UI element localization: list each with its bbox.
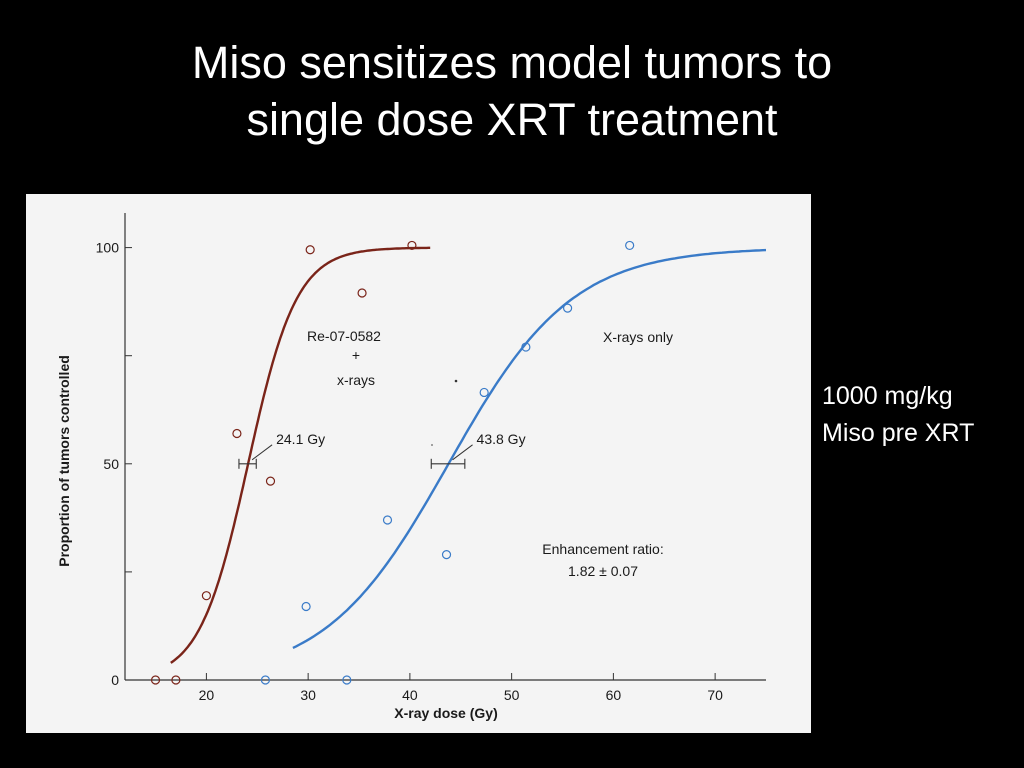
data-point-xray bbox=[301, 601, 311, 612]
x-tick-label: 70 bbox=[707, 687, 723, 703]
data-point-miso bbox=[265, 476, 276, 486]
td50-label: 24.1 Gy bbox=[276, 431, 325, 447]
dose-response-chart: 20 30 40 50 60 70 0 50 100 24.1 Gy 43.8 Gy Re-07-… bbox=[56, 213, 767, 721]
title-line-2: single dose XRT treatment bbox=[246, 94, 778, 145]
series-label-xray: X-rays only bbox=[603, 329, 673, 345]
y-tick-label: 50 bbox=[103, 456, 119, 472]
td50-label: 43.8 Gy bbox=[477, 431, 526, 447]
x-tick-label: 60 bbox=[606, 687, 622, 703]
data-point-xray bbox=[382, 515, 393, 525]
stray-dot bbox=[454, 379, 458, 383]
data-point-xray bbox=[342, 675, 352, 685]
y-tick-label: 0 bbox=[111, 672, 119, 688]
data-point-xray bbox=[260, 675, 271, 685]
axes: 20 30 40 50 60 70 0 50 100 bbox=[96, 213, 766, 703]
data-point-xray bbox=[441, 550, 452, 560]
data-point-miso bbox=[357, 288, 367, 298]
x-tick-label: 40 bbox=[402, 687, 418, 703]
timing-note: Miso pre XRT bbox=[822, 419, 975, 447]
x-tick-label: 20 bbox=[199, 687, 215, 703]
td50-markers: 24.1 Gy 43.8 Gy bbox=[238, 431, 526, 469]
data-point-miso bbox=[171, 675, 181, 685]
side-note: 1000 mg/kg Miso pre XRT bbox=[822, 378, 974, 452]
data-point-miso bbox=[407, 240, 417, 251]
series-label-miso-2: + bbox=[352, 347, 360, 363]
td50-leader-line bbox=[452, 444, 473, 461]
data-point-xray bbox=[625, 240, 635, 251]
title-line-1: Miso sensitizes model tumors to bbox=[191, 37, 833, 88]
data-point-xray bbox=[479, 387, 489, 398]
x-tick-label: 50 bbox=[504, 687, 520, 703]
x-tick-label: 30 bbox=[300, 687, 316, 703]
data-points bbox=[150, 240, 635, 685]
slide-title: Miso sensitizes model tumors to single d… bbox=[0, 34, 1024, 148]
fit-curve-xray bbox=[292, 248, 767, 649]
data-point-xray bbox=[562, 303, 573, 313]
td50-leader-line bbox=[251, 444, 273, 461]
enhancement-ratio-line-2: 1.82 ± 0.07 bbox=[568, 563, 638, 579]
data-point-miso bbox=[201, 591, 211, 601]
data-point-miso bbox=[232, 428, 242, 439]
x-axis-label: X-ray dose (Gy) bbox=[394, 705, 497, 721]
series-label-miso-1: Re-07-0582 bbox=[307, 328, 381, 344]
y-axis-label: Proportion of tumors controlled bbox=[56, 355, 72, 567]
figure-panel: 20 30 40 50 60 70 0 50 100 24.1 Gy 43.8 Gy Re-07-… bbox=[26, 194, 811, 733]
data-point-miso bbox=[305, 245, 315, 255]
fit-curve-miso bbox=[170, 246, 431, 664]
dose-note: 1000 mg/kg bbox=[822, 382, 953, 410]
enhancement-ratio-line-1: Enhancement ratio: bbox=[542, 541, 663, 557]
y-tick-label: 100 bbox=[96, 240, 120, 256]
series-label-miso-3: x-rays bbox=[337, 372, 375, 388]
fit-curves bbox=[170, 246, 767, 664]
stray-dot bbox=[431, 444, 433, 446]
data-point-miso bbox=[150, 675, 161, 685]
data-point-xray bbox=[521, 342, 531, 352]
